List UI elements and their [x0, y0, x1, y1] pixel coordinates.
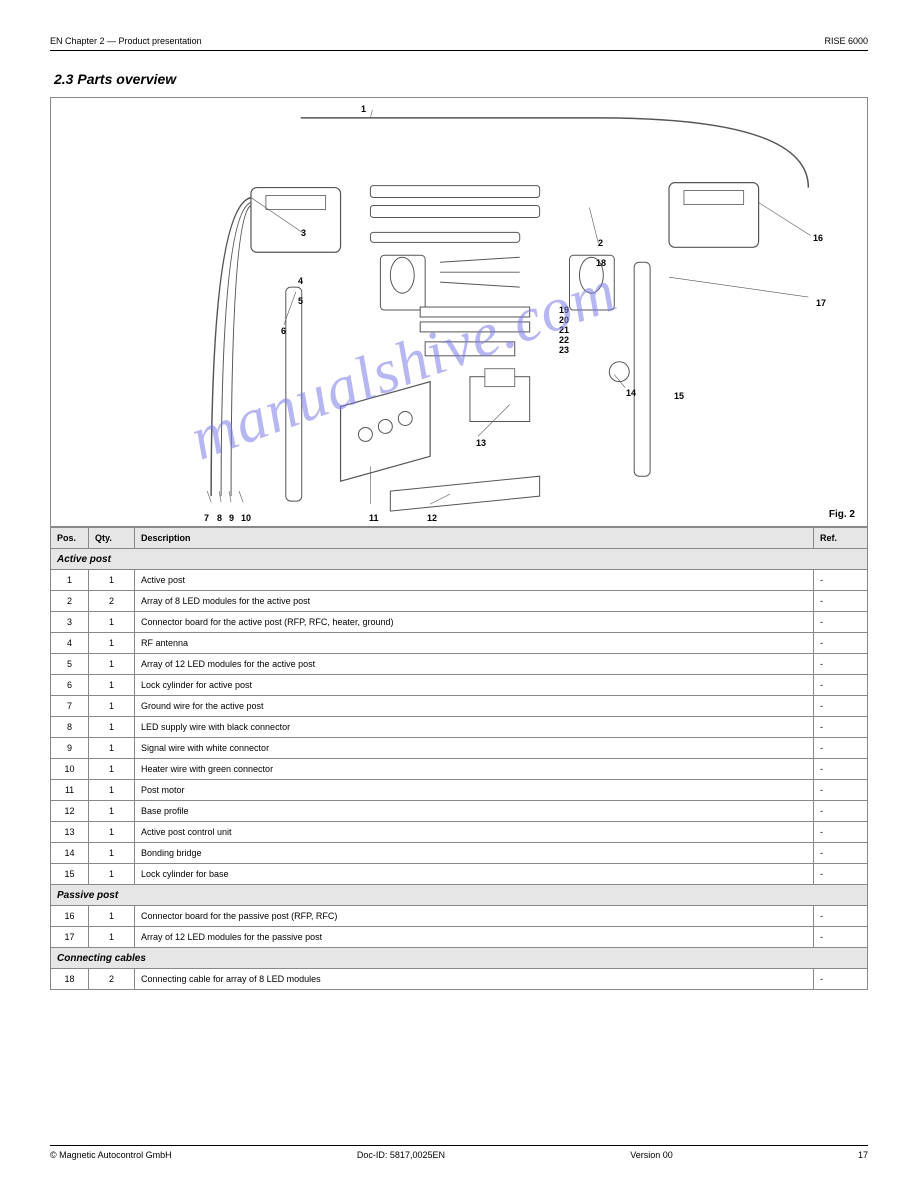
table-row: 22Array of 8 LED modules for the active …: [51, 591, 868, 612]
diagram-callout: 5: [298, 296, 303, 306]
col-desc: Description: [135, 528, 814, 549]
diagram-callout: 1: [361, 104, 366, 114]
col-pos: Pos.: [51, 528, 89, 549]
table-row: 51Array of 12 LED modules for the active…: [51, 654, 868, 675]
parts-diagram: 1216173456789101112141513192021222318 Fi…: [50, 97, 868, 527]
table-row: 151Lock cylinder for base-: [51, 864, 868, 885]
diagram-svg: [51, 98, 867, 526]
table-section-row: Active post: [51, 549, 868, 570]
diagram-callout: 19: [559, 305, 569, 315]
footer-page: 17: [858, 1150, 868, 1160]
footer-center2: Version 00: [630, 1150, 673, 1160]
table-header-row: Pos. Qty. Description Ref.: [51, 528, 868, 549]
figure-label: Fig. 2: [829, 509, 855, 520]
diagram-callout: 21: [559, 325, 569, 335]
diagram-callout: 7: [204, 513, 209, 523]
table-row: 182Connecting cable for array of 8 LED m…: [51, 969, 868, 990]
table-row: 141Bonding bridge-: [51, 843, 868, 864]
table-row: 131Active post control unit-: [51, 822, 868, 843]
diagram-callout: 4: [298, 276, 303, 286]
diagram-callout: 3: [301, 228, 306, 238]
diagram-callout: 8: [217, 513, 222, 523]
diagram-callout: 12: [427, 513, 437, 523]
table-row: 31Connector board for the active post (R…: [51, 612, 868, 633]
table-row: 11Active post-: [51, 570, 868, 591]
table-row: 61Lock cylinder for active post-: [51, 675, 868, 696]
table-section-row: Connecting cables: [51, 948, 868, 969]
col-qty: Qty.: [89, 528, 135, 549]
diagram-callout: 11: [369, 513, 379, 523]
table-row: 71Ground wire for the active post-: [51, 696, 868, 717]
diagram-callout: 2: [598, 238, 603, 248]
diagram-callout: 16: [813, 233, 823, 243]
table-row: 101Heater wire with green connector-: [51, 759, 868, 780]
diagram-callout: 10: [241, 513, 251, 523]
diagram-callout: 15: [674, 391, 684, 401]
footer-center: Doc-ID: 5817,0025EN: [357, 1150, 445, 1160]
diagram-callout: 14: [626, 388, 636, 398]
parts-table: Pos. Qty. Description Ref. Active post11…: [50, 527, 868, 990]
table-row: 91Signal wire with white connector-: [51, 738, 868, 759]
diagram-callout: 17: [816, 298, 826, 308]
diagram-callout: 22: [559, 335, 569, 345]
col-ref: Ref.: [814, 528, 868, 549]
section-heading: 2.3 Parts overview: [54, 71, 868, 87]
diagram-callout: 6: [281, 326, 286, 336]
diagram-callout: 18: [596, 258, 606, 268]
table-row: 41RF antenna-: [51, 633, 868, 654]
page-header: EN Chapter 2 — Product presentation RISE…: [50, 36, 868, 51]
table-section-row: Passive post: [51, 885, 868, 906]
diagram-callout: 20: [559, 315, 569, 325]
table-row: 81LED supply wire with black connector-: [51, 717, 868, 738]
header-right: RISE 6000: [824, 36, 868, 46]
diagram-callout: 13: [476, 438, 486, 448]
diagram-callout: 9: [229, 513, 234, 523]
table-row: 111Post motor-: [51, 780, 868, 801]
table-row: 171Array of 12 LED modules for the passi…: [51, 927, 868, 948]
page-footer: © Magnetic Autocontrol GmbH Doc-ID: 5817…: [50, 1145, 868, 1160]
header-left: EN Chapter 2 — Product presentation: [50, 36, 202, 46]
footer-left: © Magnetic Autocontrol GmbH: [50, 1150, 172, 1160]
table-row: 121Base profile-: [51, 801, 868, 822]
table-row: 161Connector board for the passive post …: [51, 906, 868, 927]
diagram-callout: 23: [559, 345, 569, 355]
